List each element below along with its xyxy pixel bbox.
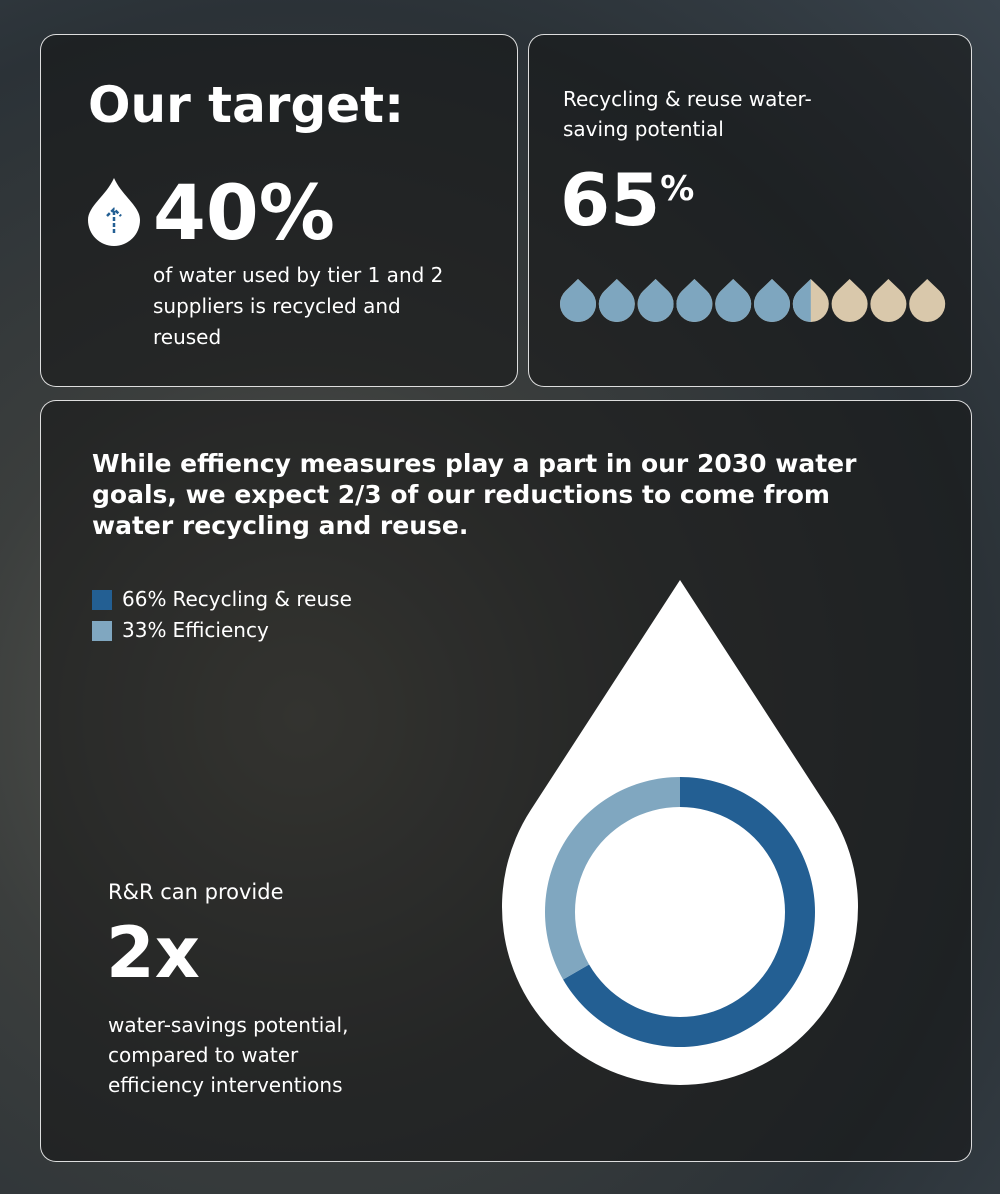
donut-segment [545,777,680,980]
potential-number: 65 [560,158,661,242]
drop-filled [754,279,790,323]
drop-filled [637,279,674,322]
legend-item: 33% Efficiency [92,615,352,646]
callout-description: water-savings potential, compared to wat… [108,1013,349,1097]
target-heading: Our target: [88,76,405,134]
legend: 66% Recycling & reuse 33% Efficiency [92,584,352,646]
potential-label: Recycling & reuse water-saving potential [563,87,812,141]
target-description: of water used by tier 1 and 2 suppliers … [153,263,444,349]
legend-swatch [92,620,112,641]
callout-intro: R&R can provide [108,880,284,904]
drop-filled [560,279,596,323]
legend-label: Efficiency [172,618,269,642]
drop-filled [598,279,635,322]
drop-filled [715,279,752,323]
potential-unit: % [660,169,695,209]
potential-value: 65% [560,158,694,242]
chart-card [40,400,972,1162]
legend-item: 66% Recycling & reuse [92,584,352,615]
drop-filled [676,279,713,322]
drop [870,279,907,323]
chart-title: While effiency measures play a part in o… [92,449,857,540]
callout-value: 2x [106,912,200,994]
legend-label: Recycling & reuse [172,587,352,611]
arrow-icon [106,207,122,233]
target-value: 40% [153,168,335,257]
drop [831,279,868,323]
legend-value: 33% [122,618,167,642]
big-drop [502,580,858,1085]
drop-filled [792,279,811,322]
legend-value: 66% [122,587,167,611]
potential-card [528,34,972,387]
legend-swatch [92,589,112,610]
drop [909,279,946,323]
